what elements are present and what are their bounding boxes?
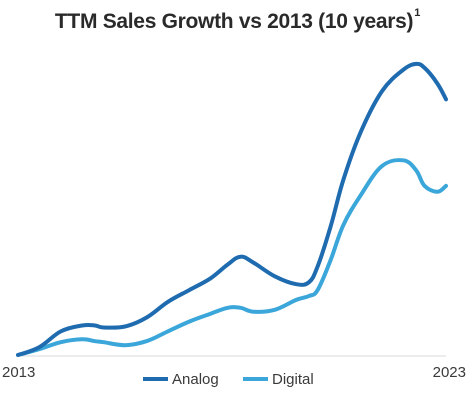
series-line-digital (16, 158, 448, 357)
series-line-analog (16, 61, 448, 357)
plot-area (16, 61, 448, 357)
legend: Analog Digital (143, 371, 314, 388)
chart-title-text: TTM Sales Growth vs 2013 (10 years) (54, 10, 414, 33)
x-tick-label: 2013 (2, 364, 35, 381)
title-footnote-mark: 1 (414, 7, 421, 19)
x-tick-label: 2023 (433, 364, 466, 381)
legend-label-analog: Analog (172, 371, 219, 388)
series-layer (16, 61, 448, 357)
chart-title: TTM Sales Growth vs 2013 (10 years)1 (0, 7, 475, 34)
legend-label-digital: Digital (272, 371, 314, 388)
